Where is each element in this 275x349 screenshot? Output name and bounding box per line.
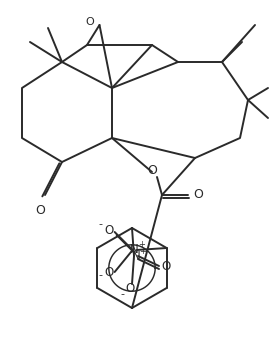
Text: O: O <box>35 203 45 216</box>
Text: O: O <box>125 282 135 295</box>
Text: N: N <box>130 244 139 257</box>
Text: -: - <box>99 270 103 280</box>
Text: -: - <box>99 219 103 229</box>
Text: O: O <box>147 163 157 177</box>
Text: +: + <box>139 246 146 255</box>
Text: N: N <box>132 250 140 262</box>
Text: O: O <box>104 224 113 238</box>
Text: +: + <box>138 240 145 250</box>
Text: O: O <box>193 188 203 201</box>
Text: -: - <box>120 289 124 299</box>
Text: O: O <box>161 260 170 273</box>
Text: O: O <box>85 17 94 27</box>
Text: O: O <box>104 266 113 279</box>
